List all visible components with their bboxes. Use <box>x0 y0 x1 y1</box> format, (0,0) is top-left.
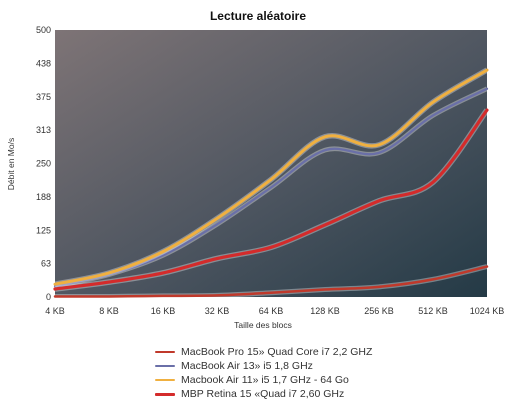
legend-item: MacBook Pro 15» Quad Core i7 2,2 GHZ <box>155 345 372 359</box>
legend-item: Macbook Air 11» i5 1,7 GHz - 64 Go <box>155 373 372 387</box>
series-lines <box>53 67 490 300</box>
y-tick-label: 500 <box>36 25 51 35</box>
y-tick-label: 250 <box>36 159 51 169</box>
legend: MacBook Pro 15» Quad Core i7 2,2 GHZ Mac… <box>155 345 372 401</box>
x-tick-label: 1024 KB <box>470 306 505 316</box>
series-line <box>53 108 489 291</box>
series-line <box>53 68 489 286</box>
legend-swatch <box>155 392 175 396</box>
legend-swatch <box>155 379 175 381</box>
legend-label: MacBook Air 13» i5 1,8 GHz <box>181 360 313 372</box>
plot-area <box>55 30 487 297</box>
y-tick-label: 188 <box>36 192 51 202</box>
x-axis-ticks: 4 KB 8 KB 16 KB 32 KB 64 KB 128 KB 256 KB 512 K… <box>45 306 504 316</box>
legend-label: MacBook Pro 15» Quad Core i7 2,2 GHZ <box>181 346 373 358</box>
y-tick-label: 438 <box>36 58 51 68</box>
y-tick-label: 0 <box>46 292 51 302</box>
y-tick-label: 125 <box>36 225 51 235</box>
y-axis-ticks: 0 63 125 188 250 313 375 438 500 <box>36 25 51 302</box>
x-tick-label: 4 KB <box>45 306 65 316</box>
y-axis-label: Débit en Mo/s <box>6 138 16 190</box>
series-line <box>53 265 489 298</box>
legend-swatch <box>155 351 175 353</box>
legend-swatch <box>155 365 175 367</box>
x-tick-label: 256 KB <box>364 306 394 316</box>
y-tick-label: 63 <box>41 259 51 269</box>
x-axis-label: Taille des blocs <box>234 320 292 330</box>
chart-title: Lecture aléatoire <box>210 9 306 23</box>
legend-item: MBP Retina 15 «Quad i7 2,60 GHz <box>155 387 372 401</box>
series-line <box>53 87 489 288</box>
legend-label: MBP Retina 15 «Quad i7 2,60 GHz <box>181 388 345 400</box>
y-tick-label: 375 <box>36 92 51 102</box>
legend-label: Macbook Air 11» i5 1,7 GHz - 64 Go <box>181 374 349 386</box>
x-tick-label: 128 KB <box>310 306 340 316</box>
y-tick-label: 313 <box>36 125 51 135</box>
x-tick-label: 64 KB <box>259 306 284 316</box>
x-tick-label: 8 KB <box>99 306 119 316</box>
x-tick-label: 512 KB <box>418 306 448 316</box>
x-tick-label: 16 KB <box>151 306 176 316</box>
x-tick-label: 32 KB <box>205 306 230 316</box>
legend-item: MacBook Air 13» i5 1,8 GHz <box>155 359 372 373</box>
